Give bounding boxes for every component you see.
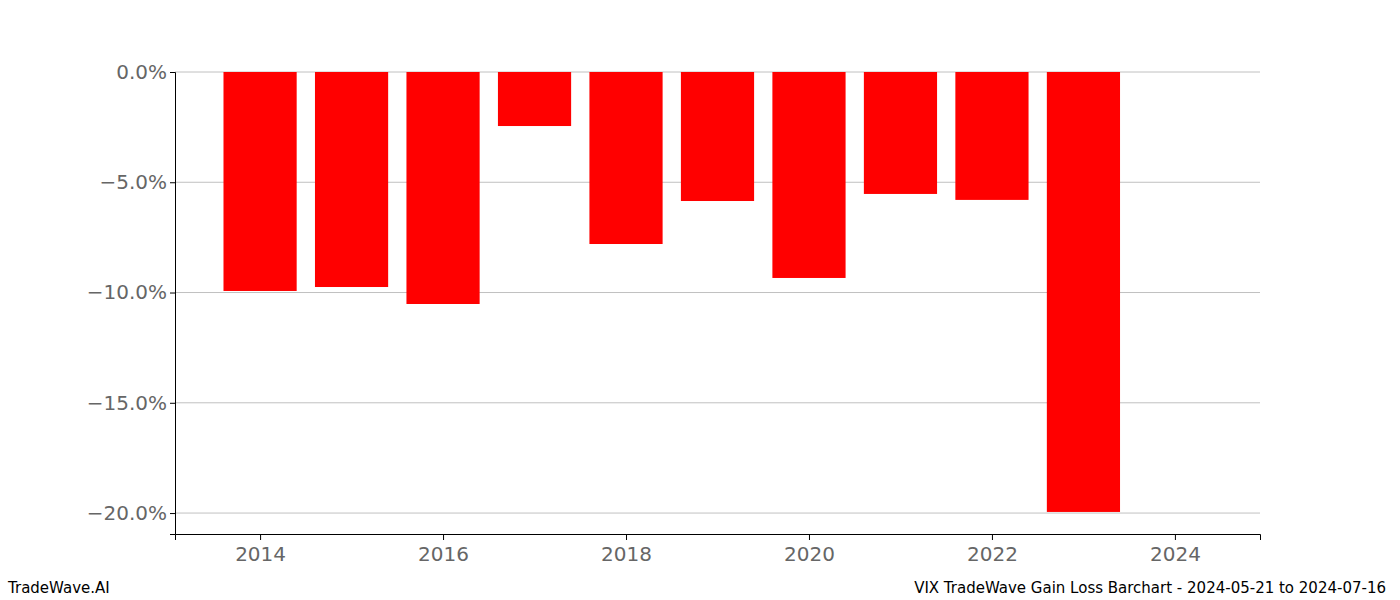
y-tick-mark [170,403,175,404]
x-tick-mark [260,534,261,540]
chart: 0.0%−5.0%−10.0%−15.0%−20.0%2014201620182… [0,0,1400,600]
bar [315,72,388,287]
x-tick-mark [1175,534,1176,540]
x-tick-mark [626,534,627,540]
x-tick-mark [992,534,993,540]
bar [406,72,479,304]
y-tick-mark [170,293,175,294]
y-tick-mark [170,513,175,514]
title: VIX TradeWave Gain Loss Barchart - 2024-… [914,579,1386,597]
x-tick: 2014 [235,534,286,566]
y-tick-label: −10.0% [87,280,167,304]
grid-line [175,513,1260,514]
bar [498,72,571,126]
bar [772,72,845,278]
x-tick-label: 2016 [418,542,469,566]
bars [223,72,1120,512]
x-tick: 2022 [967,534,1018,566]
x-axis-line [176,535,1261,541]
y-tick: −10.0% [87,280,175,304]
bar [681,72,754,201]
x-tick: 2016 [418,534,469,566]
plot: 0.0%−5.0%−10.0%−15.0%−20.0%2014201620182… [87,60,1261,566]
y-tick: −15.0% [87,391,175,415]
x-tick: 2024 [1150,534,1201,566]
bar [223,72,296,291]
y-tick-label: −5.0% [99,170,167,194]
y-tick: −20.0% [87,501,175,525]
x-axis: 2014 2016 2018 2020 2022 2024 [176,534,1261,566]
bar [1047,72,1120,512]
x-tick-label: 2020 [784,542,835,566]
bar [864,72,937,194]
grid [175,72,1260,513]
bar [589,72,662,244]
x-tick: 2020 [784,534,835,566]
y-tick-label: −20.0% [87,501,167,525]
x-tick-mark [809,534,810,540]
bar [955,72,1028,200]
x-tick-label: 2014 [235,542,286,566]
y-tick-mark [170,72,175,73]
subtitle: TradeWave.AI [7,579,110,597]
y-tick: −5.0% [99,170,175,194]
x-tick-mark [443,534,444,540]
y-tick-label: −15.0% [87,391,167,415]
y-tick: 0.0% [116,60,175,84]
y-axis: 0.0% −5.0% −10.0% −15.0% −20.0% [87,60,176,535]
x-tick-label: 2018 [601,542,652,566]
x-tick-label: 2022 [967,542,1018,566]
x-tick-label: 2024 [1150,542,1201,566]
y-axis-line [170,73,176,535]
y-tick-mark [170,182,175,183]
x-tick: 2018 [601,534,652,566]
y-tick-label: 0.0% [116,60,167,84]
